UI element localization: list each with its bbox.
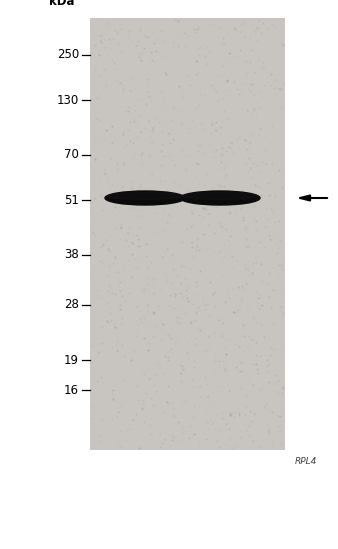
Bar [90, 18, 285, 450]
Text: 130: 130 [57, 93, 79, 107]
Text: 250: 250 [57, 48, 79, 61]
Text: 28: 28 [64, 299, 79, 311]
Text: 38: 38 [64, 249, 79, 261]
Ellipse shape [105, 191, 185, 205]
Text: 51: 51 [64, 193, 79, 206]
Text: kDa: kDa [49, 0, 75, 8]
Text: 16: 16 [64, 384, 79, 396]
Text: RPL4: RPL4 [295, 457, 317, 467]
Text: 19: 19 [64, 354, 79, 367]
Ellipse shape [180, 191, 260, 205]
Ellipse shape [182, 193, 258, 199]
Text: 70: 70 [64, 148, 79, 161]
Ellipse shape [107, 193, 183, 199]
